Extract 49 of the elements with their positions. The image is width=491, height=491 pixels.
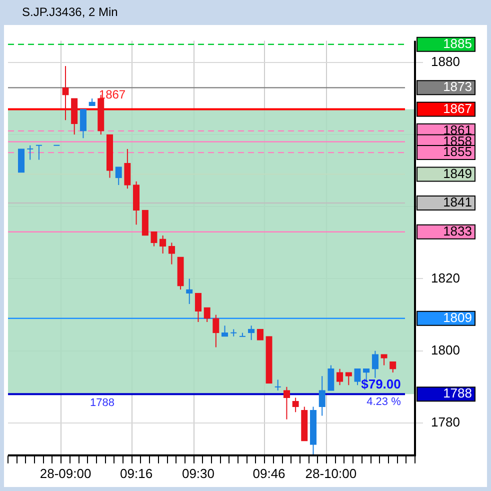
candlestick <box>292 397 299 413</box>
candlestick <box>80 108 87 139</box>
candlestick <box>132 180 140 226</box>
candlestick <box>230 328 238 337</box>
candlestick <box>328 364 334 392</box>
candlestick <box>150 231 158 247</box>
candlestick <box>274 379 282 392</box>
x-tick-label: 09:30 <box>182 466 214 481</box>
ref-line-label: 1885 <box>443 36 472 51</box>
candlestick <box>345 372 352 386</box>
candlestick <box>186 278 193 304</box>
candlestick <box>221 325 228 337</box>
ref-line-label: 1849 <box>443 166 472 181</box>
candlestick <box>204 307 210 323</box>
ref-line-label: 1809 <box>443 310 472 325</box>
candlestick <box>71 98 78 136</box>
x-tick-label: 28-10:00 <box>305 466 357 481</box>
annotation: 1788 <box>90 397 115 410</box>
y-tick-label: 1880 <box>431 54 460 70</box>
candlestick <box>354 368 361 386</box>
ref-line-label: 1867 <box>443 100 472 116</box>
x-tick-label: 09:46 <box>252 466 286 481</box>
x-tick-label: 28-09:00 <box>40 466 92 481</box>
ref-line-label: 1855 <box>443 144 472 160</box>
candlestick <box>26 144 34 160</box>
ref-line-label: 1841 <box>443 194 472 210</box>
candlestick <box>372 350 379 378</box>
candlestick <box>283 386 290 420</box>
candlestick <box>194 292 202 323</box>
ref-line-label: 1833 <box>443 223 472 238</box>
y-tick-label: 1800 <box>431 342 460 358</box>
candlestick <box>62 66 69 121</box>
candlestick <box>168 242 176 265</box>
candlestick <box>115 166 122 186</box>
ref-line-label: 1788 <box>443 386 472 401</box>
annotation: $79.00 <box>361 376 401 392</box>
annotation: 1867 <box>98 88 126 102</box>
candlestick <box>212 314 220 348</box>
chart-title: S.JP.J3436, 2 Min <box>22 5 118 19</box>
candlestick <box>124 148 131 190</box>
y-tick-label: 1780 <box>431 414 460 430</box>
candlestick <box>318 376 326 416</box>
y-tick-label: 1820 <box>431 270 460 286</box>
x-tick-label: 09:16 <box>120 466 153 481</box>
candlestick <box>390 361 396 373</box>
candlestick <box>160 234 166 254</box>
candlestick <box>35 144 42 160</box>
annotation: 4.23 % <box>366 396 402 408</box>
ref-line-label: 1873 <box>443 79 472 94</box>
